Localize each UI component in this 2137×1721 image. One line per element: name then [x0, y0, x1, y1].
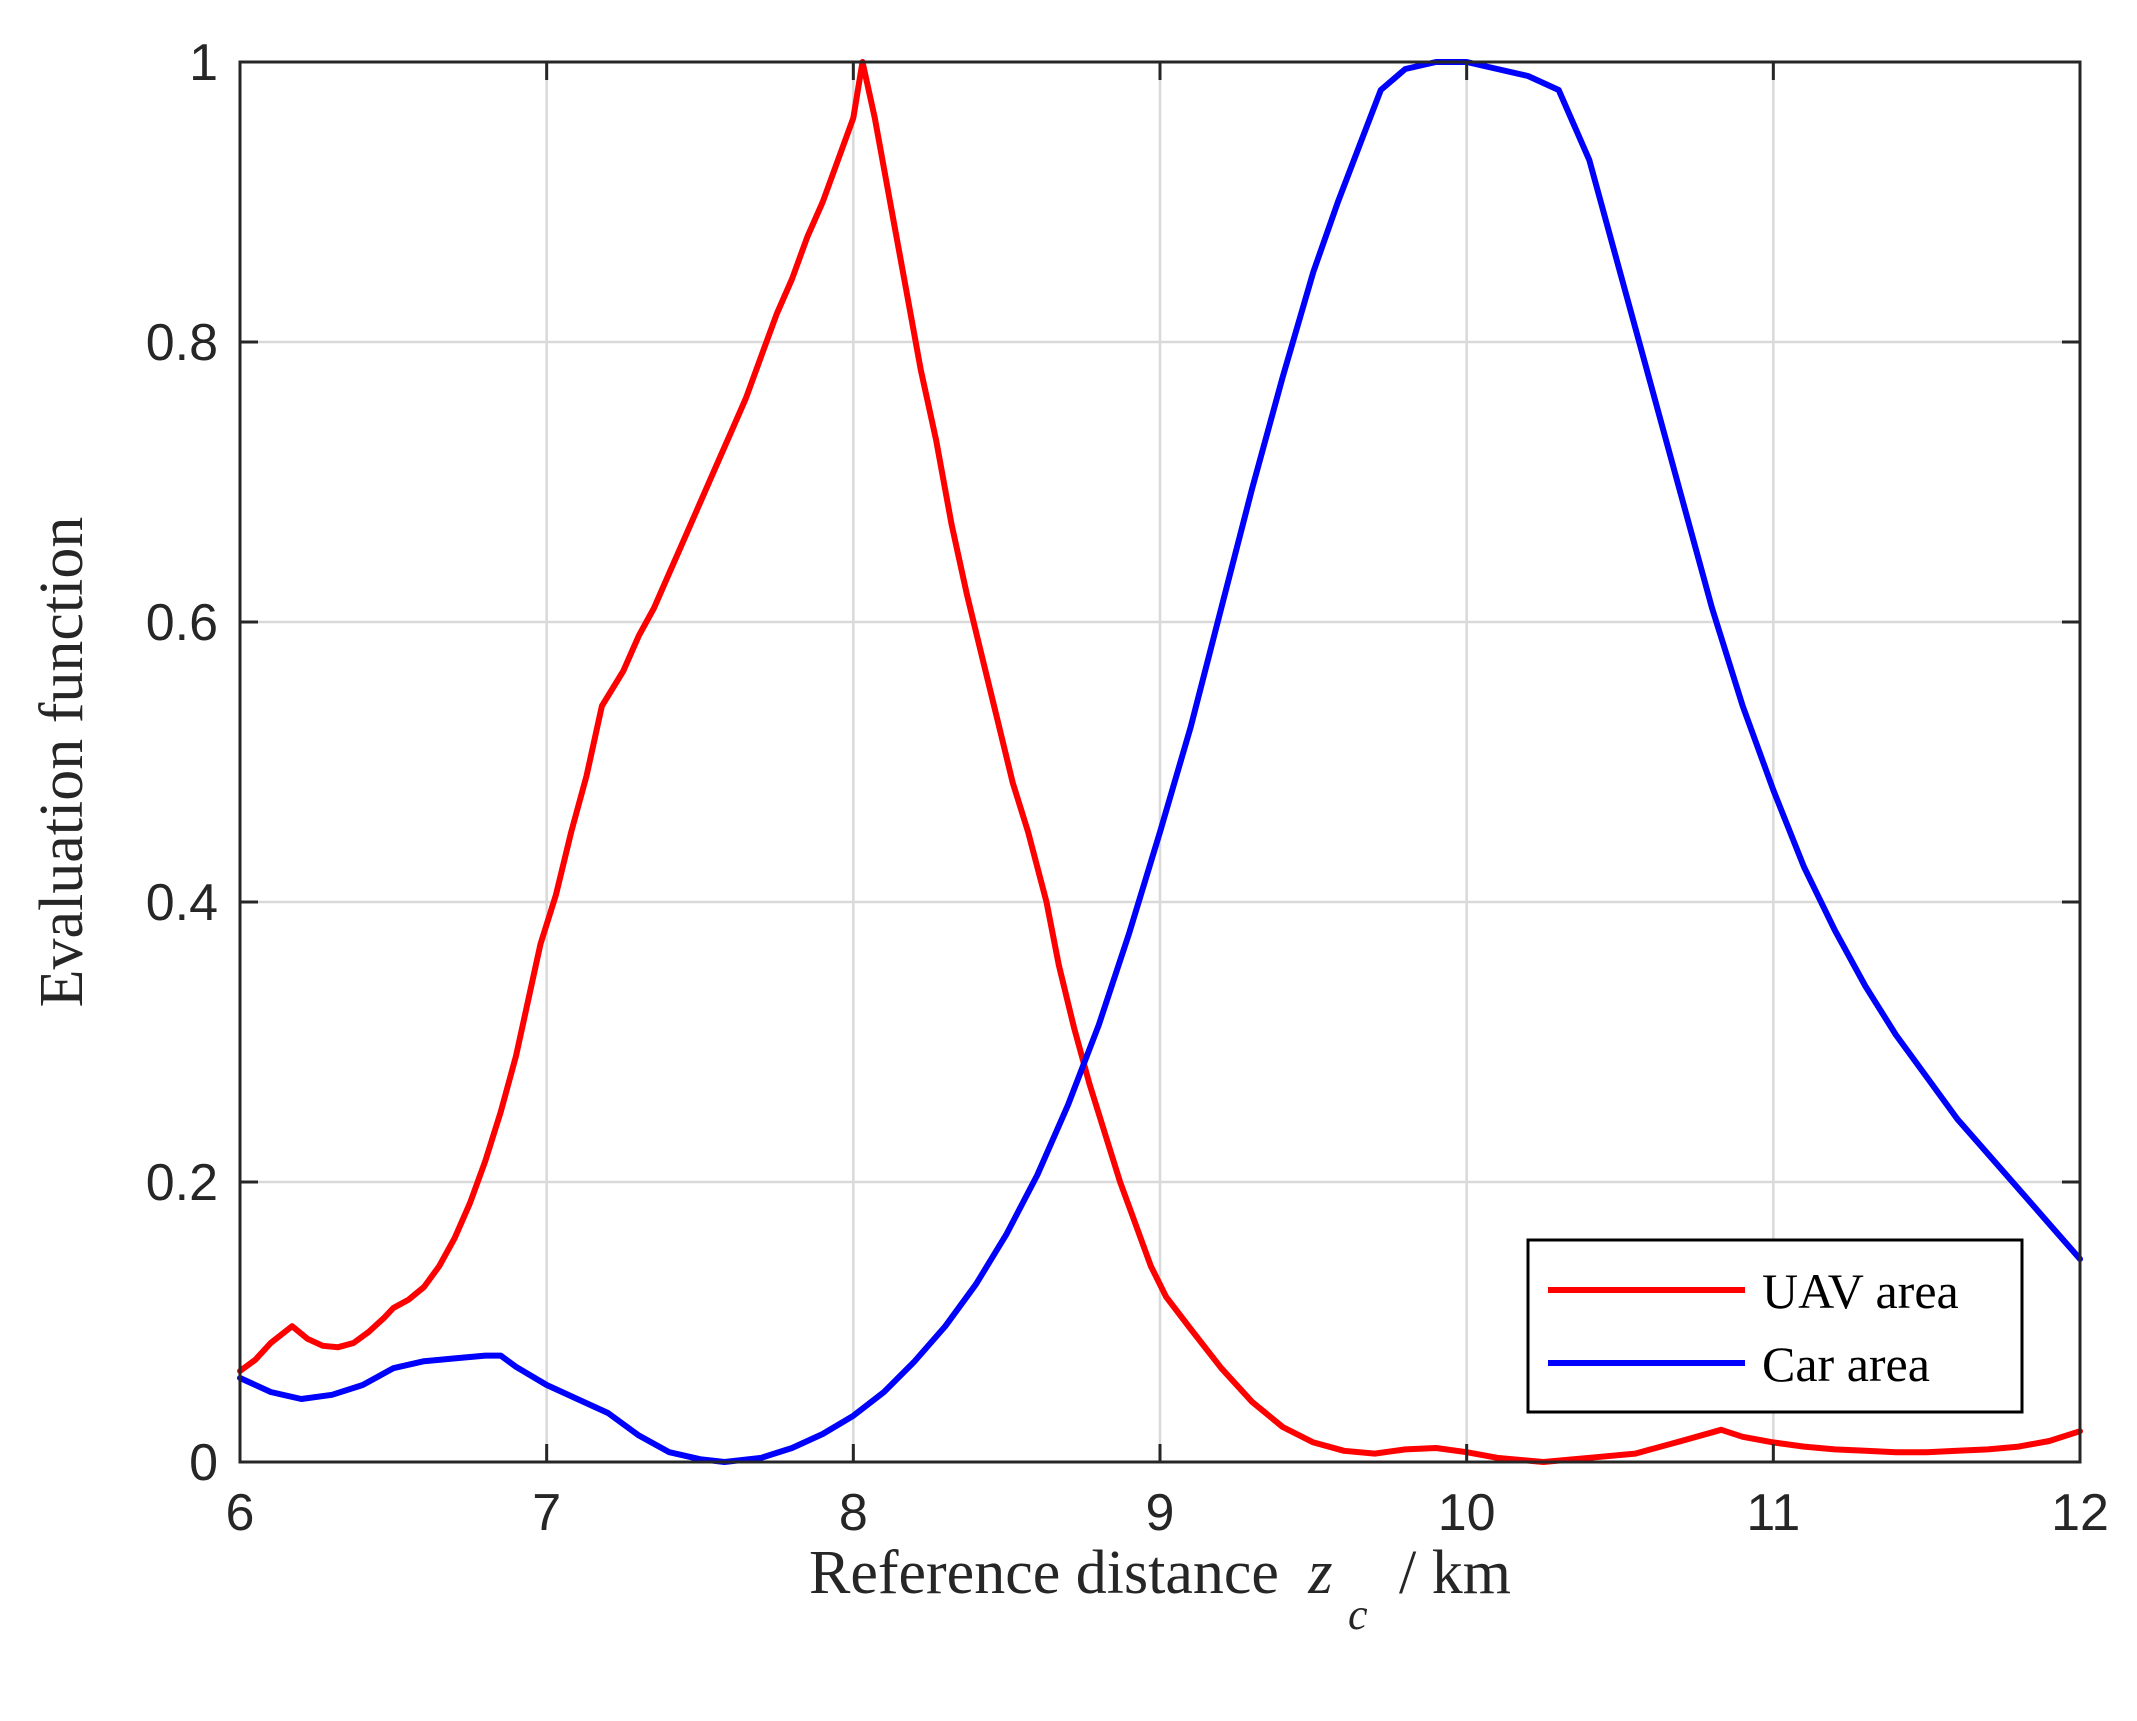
legend-label-car-area: Car area: [1762, 1336, 1930, 1392]
x-axis-title-subscript: c: [1348, 1590, 1368, 1639]
x-tick-label: 7: [532, 1484, 561, 1542]
y-tick-label: 0.8: [146, 314, 218, 372]
x-axis-title-symbol: z: [1307, 1539, 1332, 1607]
y-tick-label: 1: [189, 34, 218, 92]
data-series: [237, 59, 2083, 1465]
x-tick-label: 12: [2051, 1484, 2109, 1542]
legend-label-uav-area: UAV area: [1762, 1263, 1959, 1319]
grid-lines: [240, 62, 2080, 1462]
x-axis-title-text: Reference distance: [809, 1539, 1279, 1607]
x-tick-label: 8: [839, 1484, 868, 1542]
tick-labels: 6 7 8 9 10 11 12 0 0.2 0.4 0.6 0.8 1: [146, 34, 2109, 1542]
legend: UAV area Car area: [1526, 1238, 2024, 1414]
x-axis-title-unit: / km: [1399, 1539, 1511, 1607]
legend-box: [1526, 1238, 2024, 1414]
axes: [238, 60, 2082, 1464]
x-tick-label: 6: [226, 1484, 255, 1542]
series-line-uav-area: [237, 59, 2083, 1465]
y-tick-label: 0.2: [146, 1154, 218, 1212]
y-axis-title: Evaluation function: [28, 517, 96, 1008]
y-tick-label: 0.6: [146, 594, 218, 652]
y-tick-label: 0: [189, 1434, 218, 1492]
x-tick-label: 9: [1146, 1484, 1175, 1542]
series-line-car-area: [237, 59, 2083, 1465]
x-tick-label: 11: [1746, 1484, 1800, 1542]
x-tick-label: 10: [1438, 1484, 1496, 1542]
y-tick-label: 0.4: [146, 874, 218, 932]
x-axis-title: Reference distance z c / km: [809, 1539, 1511, 1643]
